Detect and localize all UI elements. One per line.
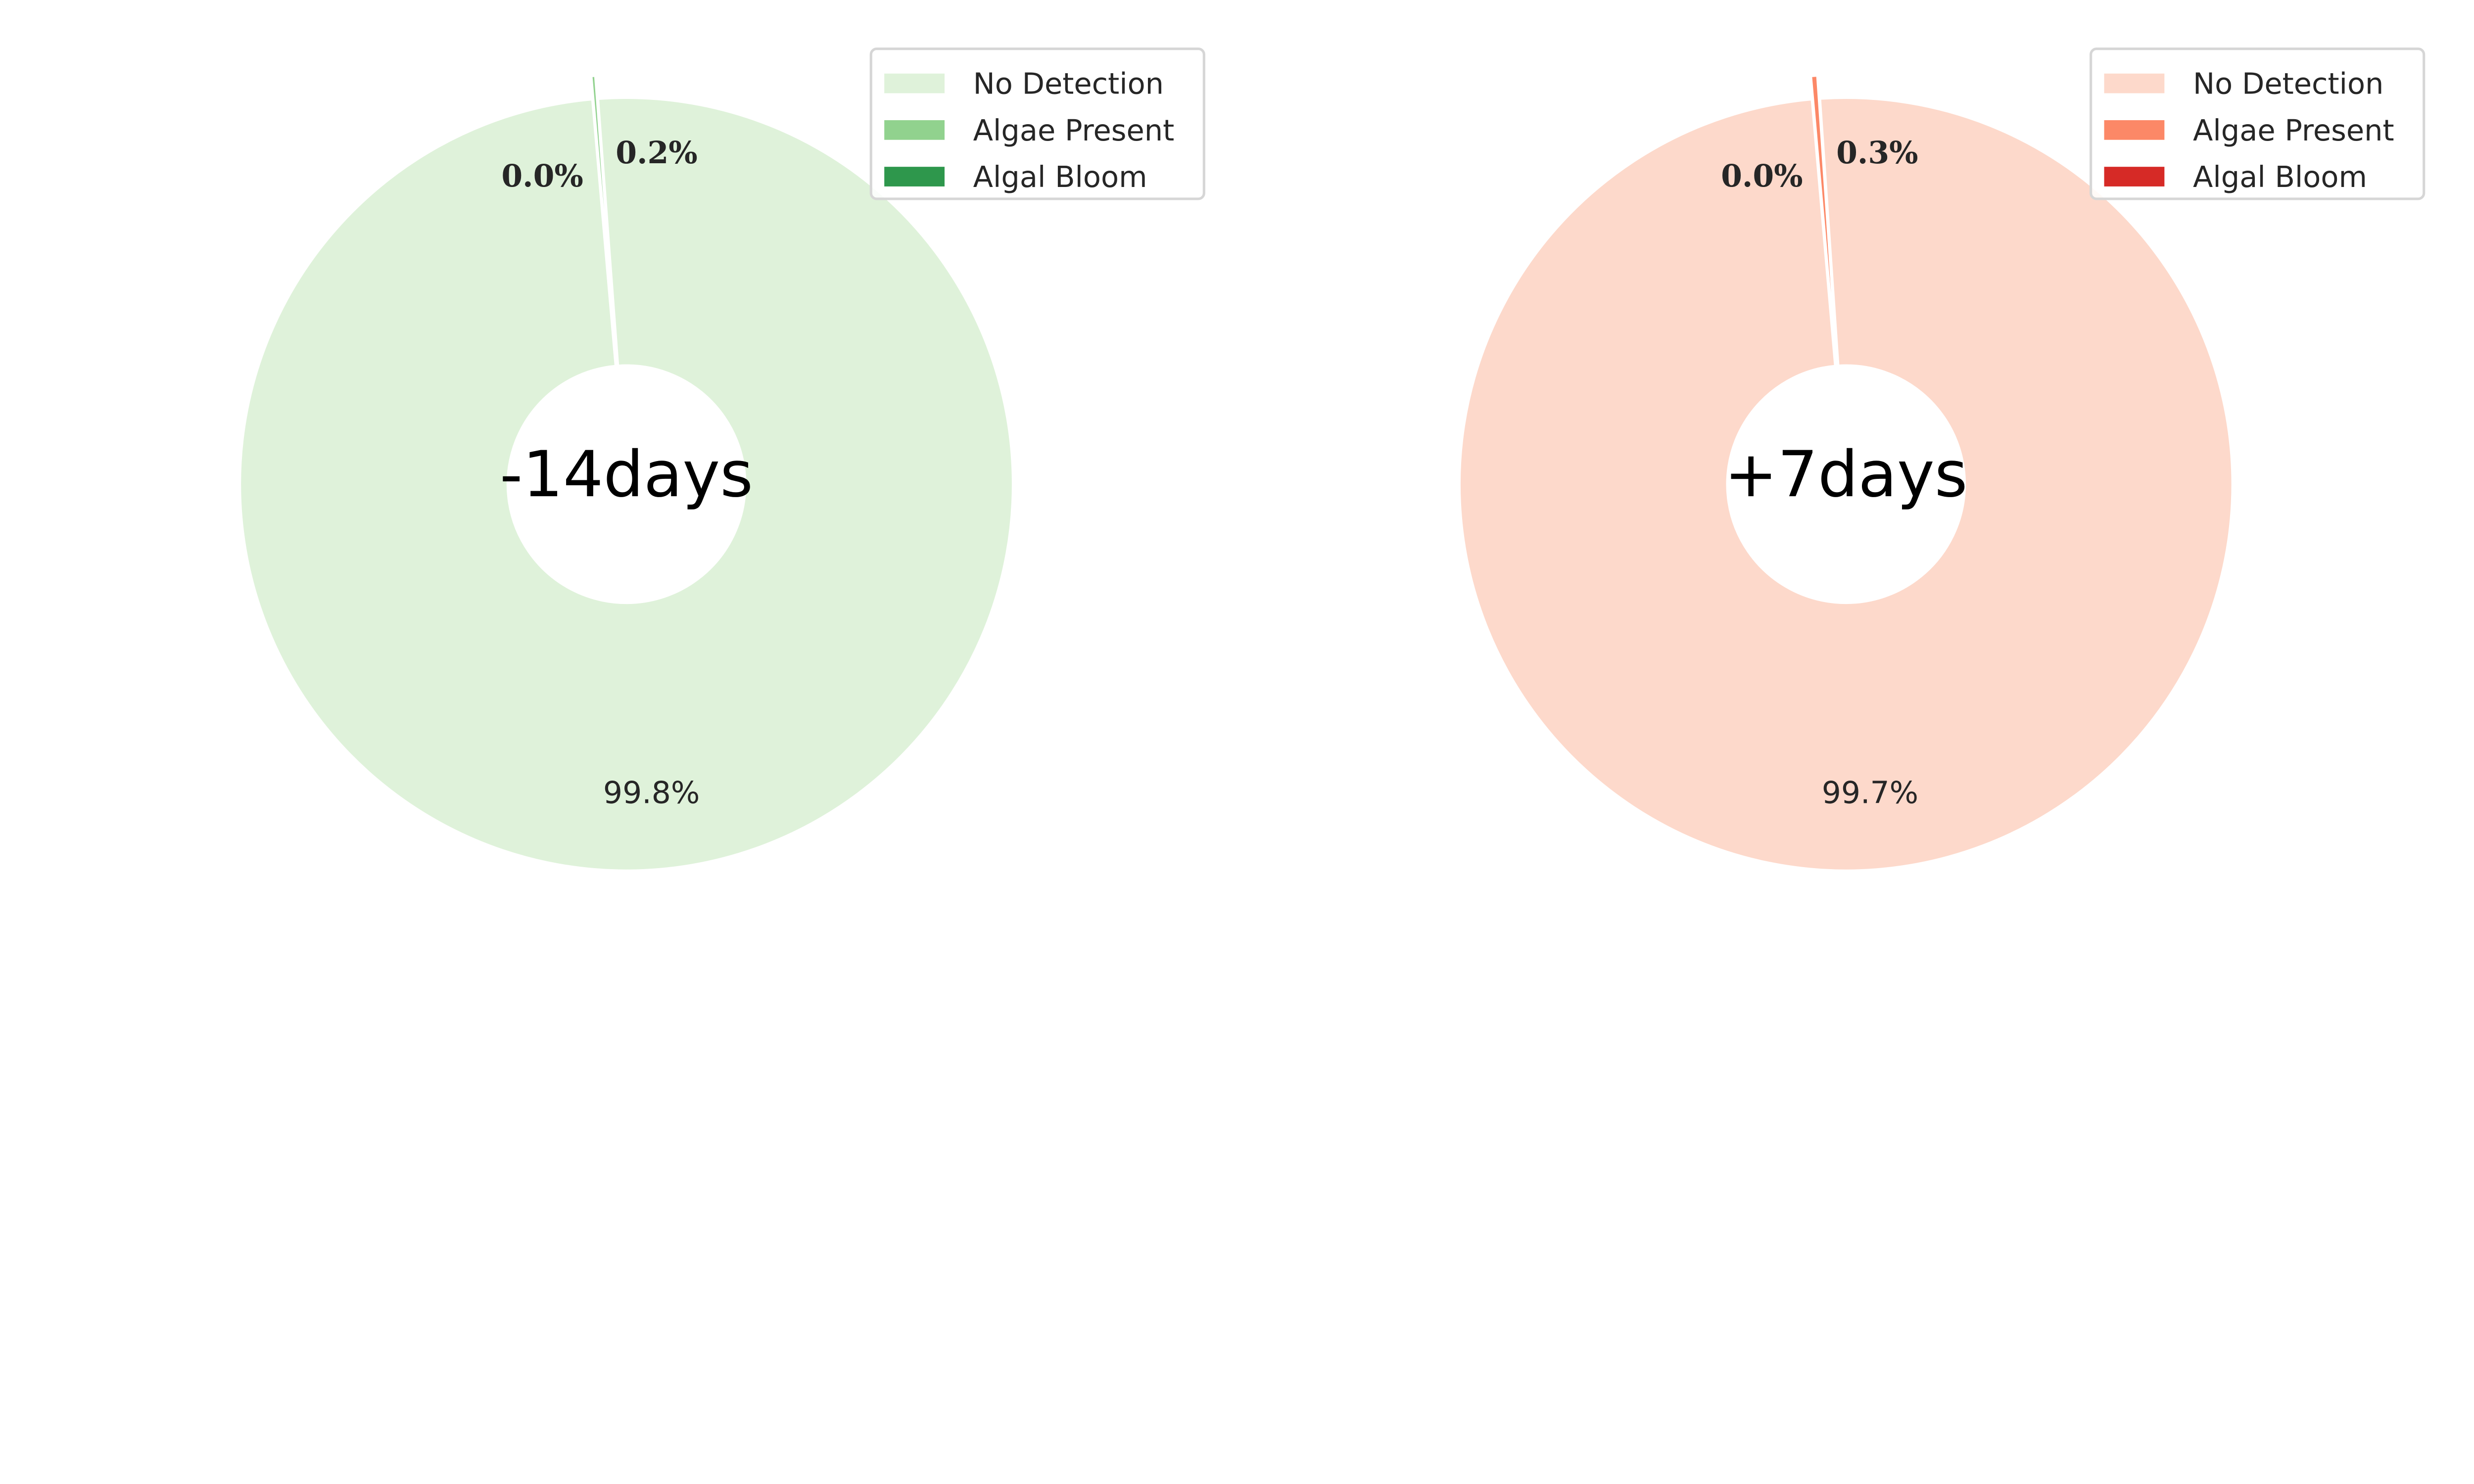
center-label: +7days bbox=[1724, 438, 1968, 511]
donut-hole bbox=[508, 366, 745, 603]
donut-charts: 99.8% 0.2% 0.0% -14days No Detection Algae Pr… bbox=[238, 47, 2426, 873]
legend-swatch bbox=[884, 167, 945, 186]
legend-frame bbox=[2090, 47, 2426, 200]
legend-swatch bbox=[884, 120, 945, 140]
donut-chart-left: 99.8% 0.2% 0.0% -14days No Detection Algae Pr… bbox=[238, 47, 1205, 873]
value-label: 99.8% bbox=[603, 775, 700, 810]
value-labels: 99.7% 0.3% 0.0% bbox=[1721, 135, 1918, 811]
legend: No Detection Algae Present Algal Bloom bbox=[2090, 47, 2426, 200]
value-label: 0.3% bbox=[1836, 135, 1918, 171]
legend-frame bbox=[869, 47, 1205, 200]
legend-label: Algae Present bbox=[2193, 113, 2394, 147]
value-label: 0.0% bbox=[501, 158, 583, 194]
legend-swatch bbox=[884, 73, 945, 93]
value-label: 0.2% bbox=[616, 135, 697, 171]
legend-label: Algal Bloom bbox=[973, 160, 1147, 194]
legend: No Detection Algae Present Algal Bloom bbox=[869, 47, 1205, 200]
legend-label: Algal Bloom bbox=[2193, 160, 2367, 194]
legend-label: No Detection bbox=[2193, 67, 2383, 101]
donut-chart-right: 99.7% 0.3% 0.0% +7days No Detection Algae Pre… bbox=[1457, 47, 2426, 873]
center-label: -14days bbox=[500, 438, 753, 511]
value-label: 99.7% bbox=[1822, 775, 1918, 811]
slice-algae-present bbox=[1808, 73, 1838, 345]
legend-label: No Detection bbox=[973, 67, 1164, 101]
value-labels: 99.8% 0.2% 0.0% bbox=[501, 135, 700, 810]
legend-swatch bbox=[2104, 167, 2165, 186]
slice-algae-present bbox=[589, 73, 618, 345]
legend-label: Algae Present bbox=[973, 113, 1175, 147]
legend-swatch bbox=[2104, 120, 2165, 140]
donut-hole bbox=[1727, 366, 1964, 603]
legend-swatch bbox=[2104, 73, 2165, 93]
value-label: 0.0% bbox=[1721, 158, 1803, 194]
